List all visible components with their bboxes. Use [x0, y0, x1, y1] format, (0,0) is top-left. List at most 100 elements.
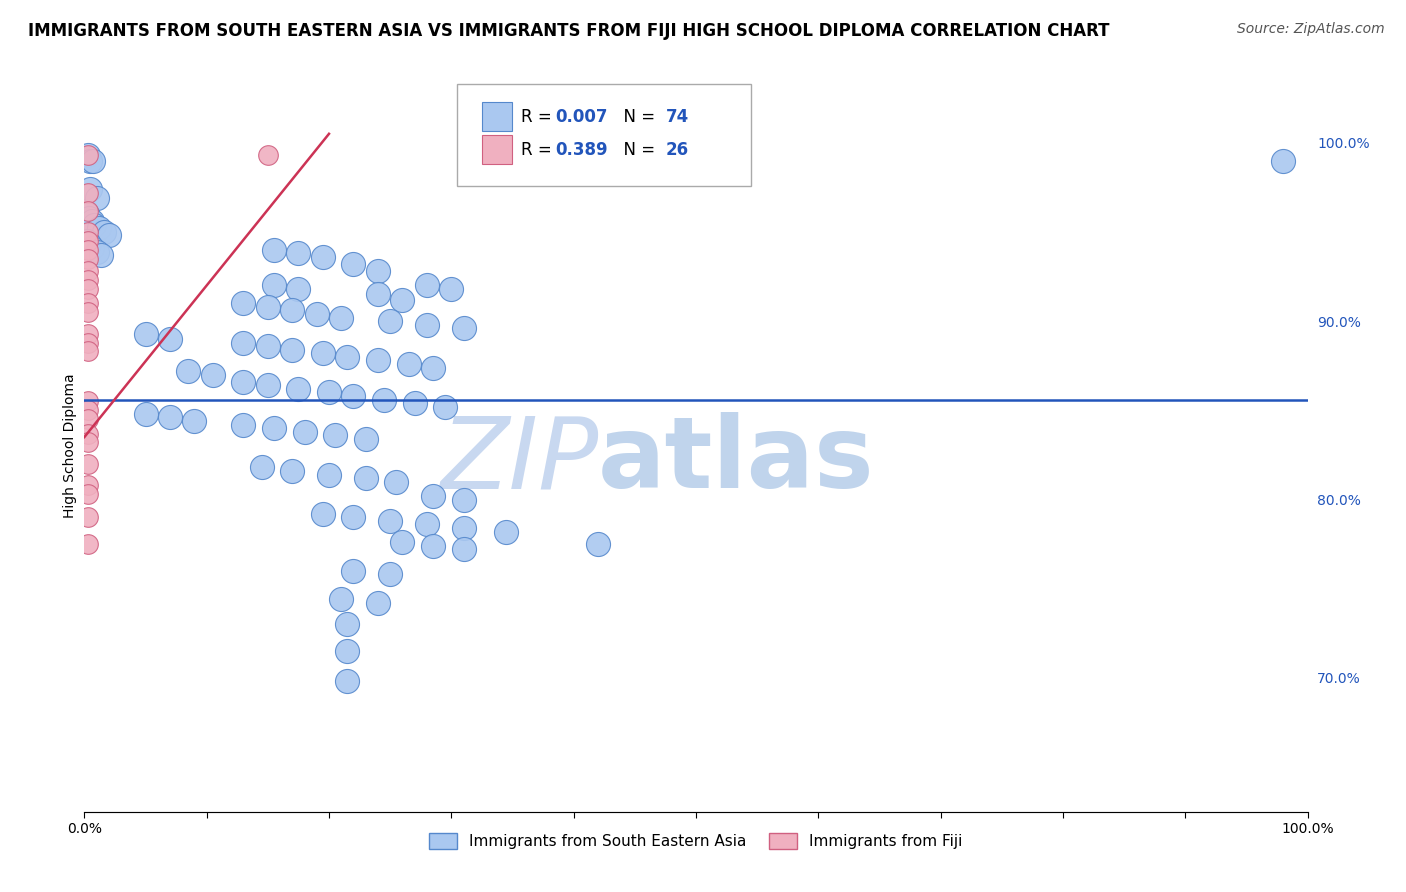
Point [77, 203, 100, 218]
Point [80, 241, 103, 255]
Point [281, 303, 304, 318]
Point [77, 426, 100, 441]
Point [318, 467, 340, 482]
Point [201, 368, 224, 382]
Point [77, 335, 100, 350]
Point [232, 335, 254, 350]
Point [380, 567, 402, 582]
Point [453, 542, 475, 557]
Point [342, 257, 364, 271]
Point [385, 475, 408, 489]
Point [336, 350, 359, 364]
Point [76, 207, 98, 221]
Point [90, 248, 112, 262]
Point [77, 296, 100, 310]
Point [77, 225, 100, 239]
Point [77, 211, 100, 225]
Point [323, 428, 346, 442]
Point [367, 287, 389, 301]
Point [422, 360, 444, 375]
Point [77, 435, 100, 450]
Point [318, 385, 340, 400]
Point [342, 510, 364, 524]
Point [453, 492, 475, 507]
Point [77, 487, 100, 501]
Point [77, 186, 100, 200]
Point [257, 300, 280, 314]
Point [312, 346, 335, 360]
Point [287, 246, 309, 260]
Point [232, 417, 254, 432]
Point [263, 421, 285, 435]
Point [495, 524, 517, 539]
Point [77, 403, 100, 417]
Point [398, 357, 420, 371]
Point [453, 521, 475, 535]
Point [391, 293, 413, 307]
Point [404, 396, 426, 410]
Point [1272, 153, 1295, 168]
Point [287, 282, 309, 296]
Point [79, 182, 101, 196]
Point [257, 339, 280, 353]
Point [416, 278, 439, 293]
Point [135, 326, 157, 341]
Text: R =: R = [522, 108, 557, 126]
Point [263, 243, 285, 257]
Point [79, 153, 101, 168]
Point [80, 214, 103, 228]
Text: 0.389: 0.389 [555, 141, 607, 159]
Point [77, 148, 100, 162]
Point [586, 537, 609, 551]
Text: Source: ZipAtlas.com: Source: ZipAtlas.com [1237, 22, 1385, 37]
Point [453, 321, 475, 335]
Point [77, 326, 100, 341]
Text: N =: N = [613, 108, 661, 126]
Point [312, 250, 335, 264]
Text: ZIP: ZIP [440, 412, 598, 509]
Point [354, 432, 377, 446]
Point [287, 382, 309, 396]
Point [77, 243, 100, 257]
Point [135, 407, 157, 421]
FancyBboxPatch shape [482, 103, 513, 131]
Point [87, 221, 110, 235]
Point [77, 478, 100, 492]
Point [367, 596, 389, 610]
Point [391, 535, 413, 549]
FancyBboxPatch shape [457, 84, 751, 186]
Point [86, 244, 108, 259]
Text: N =: N = [613, 141, 661, 159]
Point [257, 378, 280, 392]
Point [330, 592, 353, 607]
Point [440, 282, 463, 296]
Point [336, 674, 359, 689]
Point [312, 507, 335, 521]
Point [83, 218, 105, 232]
Point [373, 392, 395, 407]
Point [672, 153, 695, 168]
Point [342, 389, 364, 403]
Point [77, 537, 100, 551]
Point [416, 318, 439, 332]
Text: 26: 26 [665, 141, 689, 159]
Point [77, 273, 100, 287]
Point [232, 296, 254, 310]
Point [263, 278, 285, 293]
Text: atlas: atlas [598, 412, 875, 509]
Legend: Immigrants from South Eastern Asia, Immigrants from Fiji: Immigrants from South Eastern Asia, Immi… [423, 827, 969, 855]
Point [416, 517, 439, 532]
Point [380, 314, 402, 328]
Point [159, 332, 181, 346]
Point [380, 514, 402, 528]
Point [77, 264, 100, 278]
Point [86, 191, 108, 205]
Point [434, 400, 457, 414]
Point [232, 375, 254, 389]
Point [77, 394, 100, 409]
Point [342, 564, 364, 578]
Text: IMMIGRANTS FROM SOUTH EASTERN ASIA VS IMMIGRANTS FROM FIJI HIGH SCHOOL DIPLOMA C: IMMIGRANTS FROM SOUTH EASTERN ASIA VS IM… [28, 22, 1109, 40]
Point [77, 510, 100, 524]
Point [422, 539, 444, 553]
Point [77, 282, 100, 296]
